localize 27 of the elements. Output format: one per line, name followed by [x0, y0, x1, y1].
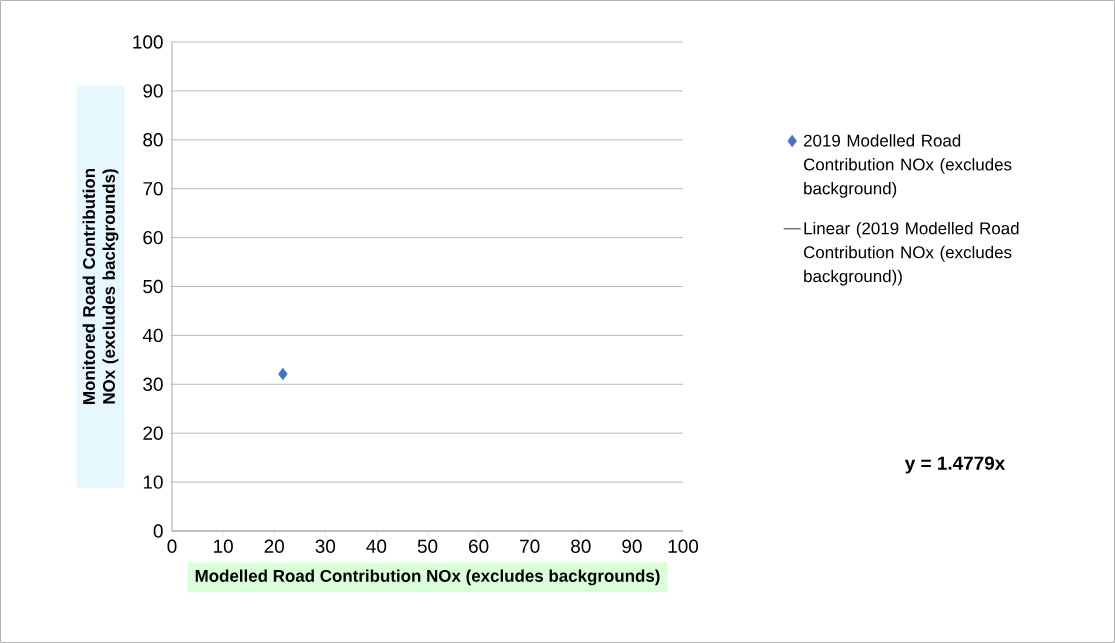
- y-tick-label: 10: [143, 475, 163, 489]
- y-tick-label: 70: [143, 181, 163, 196]
- x-tick-label: 30: [315, 539, 336, 553]
- y-tick-label: 100: [133, 35, 163, 49]
- x-tick-label: 20: [264, 539, 284, 553]
- x-tick-label: 50: [417, 539, 438, 553]
- text: y = 1.4779x: [904, 456, 1006, 474]
- y-tick-label: 50: [143, 279, 163, 294]
- x-tick-label: 0: [167, 539, 177, 553]
- y-tick-label: 30: [143, 377, 163, 391]
- x-tick-label: 90: [622, 539, 642, 553]
- y-tick-label: 60: [143, 230, 163, 245]
- x-tick-label: 40: [366, 539, 387, 553]
- x-tick-label: 60: [469, 539, 489, 553]
- x-tick-label: 10: [214, 539, 233, 553]
- y-tick-label: 40: [142, 328, 163, 343]
- x-axis-title: Modelled Road Contribution NOx (excludes backgrounds): [195, 569, 660, 586]
- x-tick-label: 80: [571, 539, 591, 553]
- legend-label: Linear (2019 Modelled Road Contribution NOx (excludes background)): [803, 221, 1019, 286]
- y-tick-label: 80: [143, 133, 163, 147]
- y-tick-label: 20: [143, 426, 163, 440]
- y-axis-title: Monitored Road Contribution NOx (excludes backgrounds): [82, 169, 119, 404]
- x-tick-label: 70: [520, 539, 540, 553]
- x-tick-label: 100: [668, 539, 699, 553]
- y-tick-label: 0: [153, 524, 163, 538]
- y-tick-label: 90: [143, 84, 163, 98]
- legend-label: 2019 Modelled Road Contribution NOx (excludes background): [803, 134, 1012, 198]
